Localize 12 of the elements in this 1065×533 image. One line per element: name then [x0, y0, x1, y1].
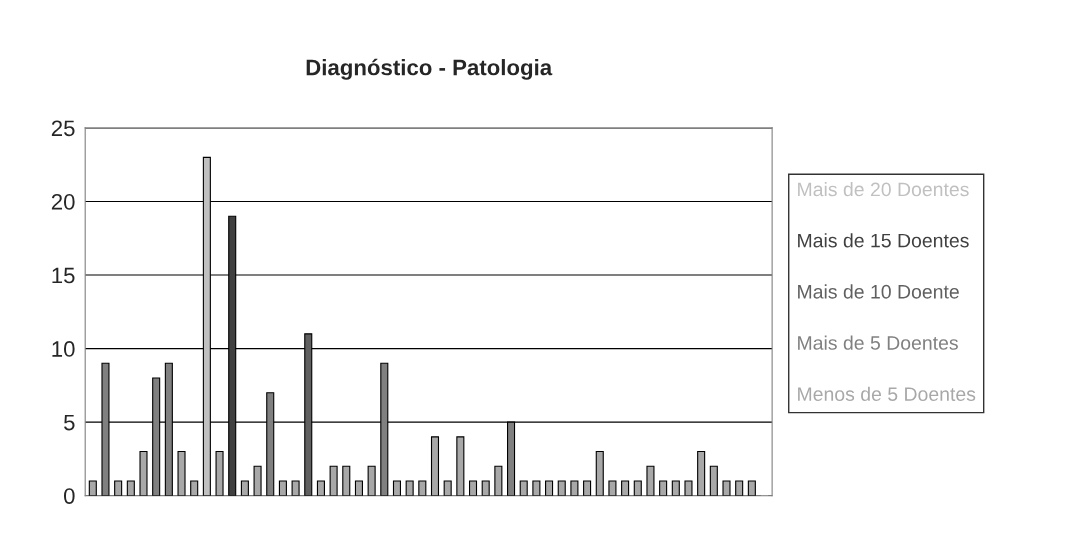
text: Mais de 5 Doentes: [798, 335, 958, 350]
y-tick-label: 5: [64, 414, 75, 431]
y-tick-label: 0: [63, 488, 75, 504]
text: Mais de 15 Doentes: [798, 233, 969, 248]
y-tick-label: 10: [52, 341, 75, 357]
y-tick-label: 20: [51, 194, 75, 210]
y-tick-label: 15: [52, 267, 75, 284]
y-tick-label: 25: [51, 120, 75, 137]
text: Mais de 20 Doentes: [798, 181, 969, 197]
chart-title: Diagnóstico - Patologia: [306, 58, 553, 80]
text: Mais de 10 Doente: [798, 284, 959, 299]
text: Menos de 5 Doentes: [798, 386, 976, 401]
